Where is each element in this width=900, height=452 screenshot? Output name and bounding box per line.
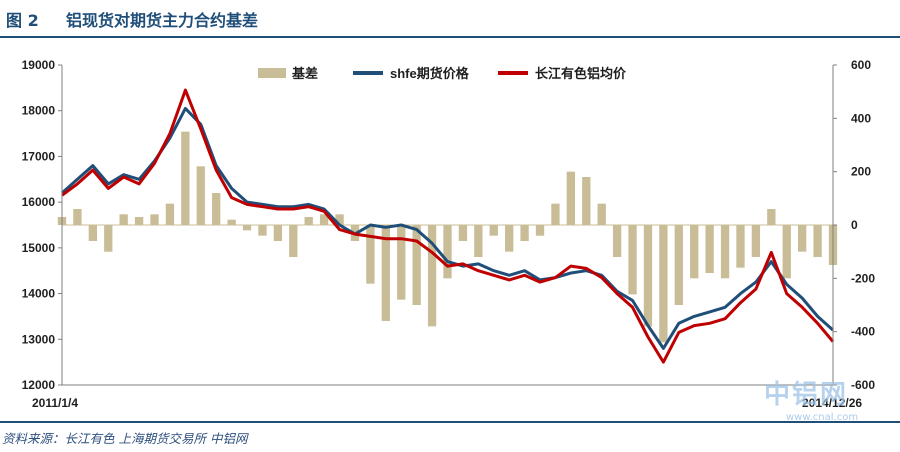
basis-bar	[659, 225, 668, 343]
basis-bar	[212, 193, 221, 225]
left-tick-label: 19000	[22, 58, 56, 72]
basis-bar	[427, 225, 437, 327]
left-tick-label: 17000	[22, 149, 56, 163]
header-rule	[0, 36, 900, 38]
right-tick-label: -400	[851, 325, 875, 339]
basis-bar	[458, 225, 468, 241]
figure-title: 铝现货对期货主力合约基差	[66, 11, 259, 30]
basis-bar	[335, 214, 344, 225]
right-tick-label: 400	[851, 111, 871, 125]
basis-bar	[319, 214, 329, 225]
basis-bar	[104, 225, 113, 252]
basis-bar	[150, 214, 159, 225]
figure-header: 图 2 铝现货对期货主力合约基差	[0, 0, 900, 38]
legend-cj-label: 长江有色铝均价	[535, 66, 627, 81]
basis-bar	[582, 177, 591, 225]
basis-bar	[289, 225, 298, 257]
right-tick-label: 200	[851, 165, 871, 179]
changjiang-price-line	[61, 88, 835, 364]
watermark-logo: 中铝网	[764, 380, 849, 410]
basis-bar	[196, 166, 205, 225]
legend-shfe-label: shfe期货价格	[390, 66, 470, 81]
figure-number: 图 2	[6, 11, 39, 30]
basis-bar	[443, 225, 452, 279]
basis-bar	[813, 225, 822, 257]
basis-bar	[674, 225, 683, 305]
basis-bar	[474, 225, 483, 257]
basis-bar	[736, 225, 745, 268]
basis-bar	[628, 225, 637, 295]
watermark-url: www.cnal.com	[786, 412, 859, 423]
left-tick-label: 18000	[22, 104, 56, 118]
left-axis-ticks: 12000 13000 14000 15000 16000 17000 18000 19000	[22, 58, 62, 392]
basis-bar	[88, 225, 97, 241]
x-end-label: 2014/12/26	[802, 396, 862, 410]
basis-bar	[520, 225, 529, 241]
basis-bar	[397, 225, 406, 300]
source-note: 资料来源：长江有色 上海期货交易所 中铝网	[2, 431, 248, 446]
basis-bar	[134, 217, 144, 225]
basis-bar	[366, 225, 375, 284]
basis-bar	[73, 209, 82, 225]
basis-bar	[767, 209, 776, 225]
basis-bar	[612, 225, 622, 257]
left-tick-label: 14000	[22, 287, 56, 301]
basis-bar	[643, 225, 653, 327]
basis-bar	[165, 203, 175, 225]
basis-bar	[690, 225, 699, 279]
basis-bar	[751, 225, 761, 257]
basis-chart: 12000 13000 14000 15000 16000 17000 18000 19000…	[22, 58, 876, 410]
right-tick-label: 600	[851, 58, 871, 72]
basis-bar	[798, 225, 807, 252]
basis-bar	[566, 171, 576, 225]
basis-bar	[597, 203, 606, 225]
price-lines	[61, 88, 835, 364]
basis-bar	[258, 225, 267, 236]
basis-bar	[304, 217, 313, 225]
basis-bar	[489, 225, 498, 236]
basis-bar	[242, 225, 252, 231]
left-tick-label: 12000	[22, 378, 56, 392]
basis-bar	[181, 131, 190, 225]
basis-bar	[381, 225, 390, 321]
watermark: 中铝网 www.cnal.com	[764, 374, 874, 428]
right-tick-label: -600	[851, 378, 875, 392]
legend-basis-label: 基差	[291, 66, 318, 81]
basis-bar	[227, 219, 236, 225]
right-tick-label: -200	[851, 271, 875, 285]
basis-bar	[551, 203, 560, 225]
right-tick-label: 0	[851, 218, 858, 232]
left-tick-label: 15000	[22, 241, 56, 255]
basis-bar	[720, 225, 730, 279]
basis-bar	[119, 214, 128, 225]
legend-basis-swatch	[258, 68, 286, 78]
x-start-label: 2011/1/4	[32, 396, 78, 410]
right-axis-ticks: -600 -400 -200 0 200 400 600	[833, 58, 875, 392]
basis-bar	[705, 225, 714, 273]
left-tick-label: 16000	[22, 195, 56, 209]
basis-bar	[535, 225, 545, 236]
shfe-price-line	[61, 106, 834, 350]
left-tick-label: 13000	[22, 332, 56, 346]
basis-bars	[57, 131, 838, 343]
basis-bar	[412, 225, 421, 305]
basis-bar	[782, 225, 791, 279]
footer-rule	[0, 421, 900, 423]
basis-bar	[505, 225, 514, 252]
basis-bar	[273, 225, 283, 241]
legend: 基差 shfe期货价格 长江有色铝均价	[258, 66, 627, 81]
